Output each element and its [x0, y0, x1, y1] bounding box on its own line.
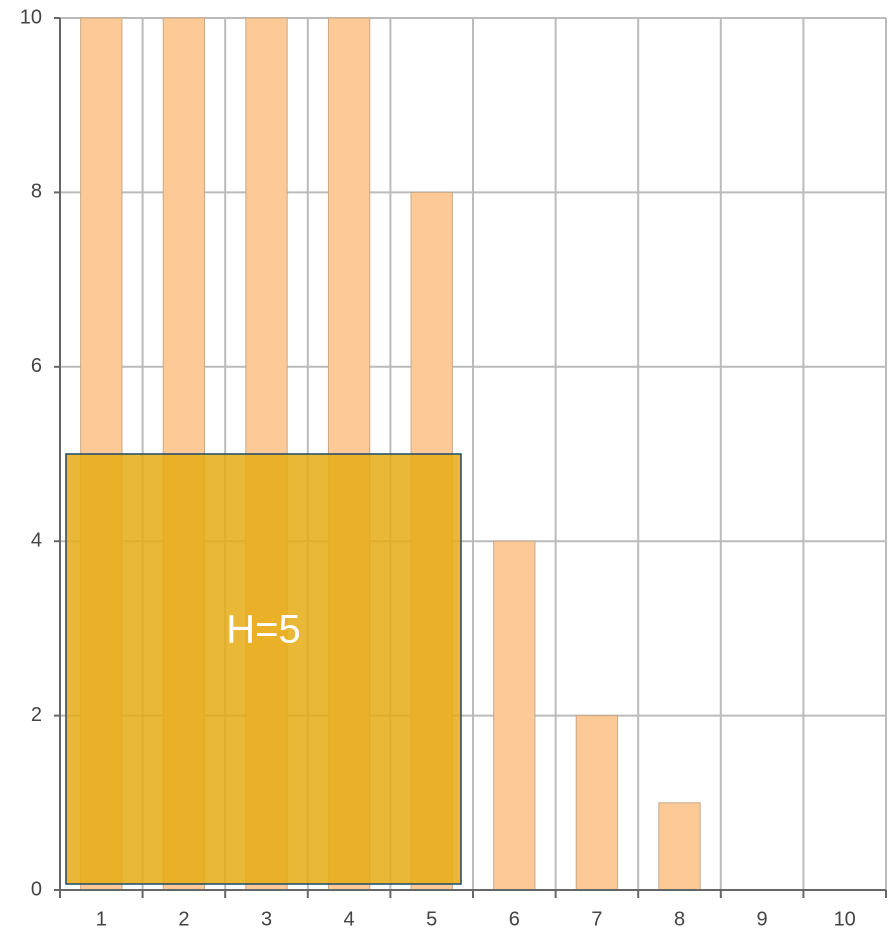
bar — [658, 802, 701, 891]
x-tick-label: 9 — [757, 908, 768, 930]
x-tick-label: 5 — [426, 908, 437, 930]
y-tick-label: 2 — [31, 704, 42, 726]
bar — [493, 540, 536, 891]
x-tick-label: 8 — [674, 908, 685, 930]
h-index-label: H=5 — [226, 608, 301, 652]
y-tick-label: 4 — [31, 529, 42, 551]
y-tick-label: 10 — [20, 6, 42, 28]
x-tick-label: 1 — [96, 908, 107, 930]
h-index-box — [65, 453, 462, 885]
y-tick-label: 0 — [31, 878, 42, 900]
x-tick-label: 7 — [591, 908, 602, 930]
x-tick-label: 4 — [344, 908, 355, 930]
y-tick-label: 6 — [31, 355, 42, 377]
y-tick-label: 8 — [31, 181, 42, 203]
bar — [575, 715, 619, 891]
x-tick-label: 3 — [261, 908, 272, 930]
x-tick-label: 2 — [178, 908, 189, 930]
x-tick-label: 6 — [509, 908, 520, 930]
x-tick-label: 10 — [834, 908, 856, 930]
